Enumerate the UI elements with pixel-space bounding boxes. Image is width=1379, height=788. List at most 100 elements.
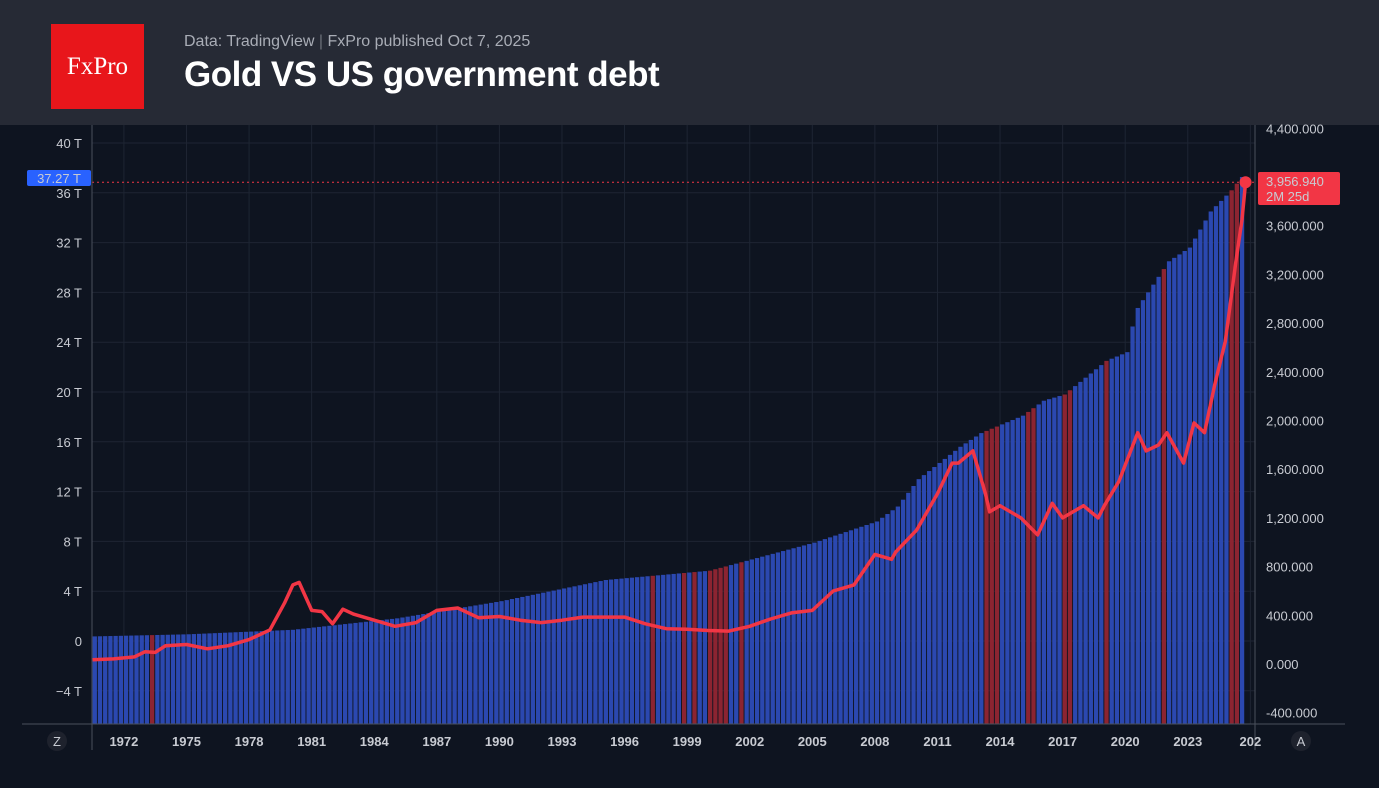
debt-bar — [97, 636, 103, 724]
debt-bar — [468, 606, 473, 724]
debt-bar — [191, 634, 197, 724]
left-axis-tick: −4 T — [56, 684, 82, 699]
debt-bar — [1192, 238, 1198, 724]
debt-bar — [859, 526, 864, 724]
left-axis-tick: 4 T — [63, 584, 82, 599]
debt-bar — [353, 622, 358, 724]
debt-bar — [937, 462, 942, 724]
debt-bar — [389, 618, 395, 724]
debt-bar — [603, 579, 608, 724]
debt-bar — [843, 532, 848, 724]
debt-bar — [1052, 397, 1057, 724]
debt-bar — [447, 609, 452, 724]
button-bg — [47, 731, 67, 751]
debt-bar — [1000, 424, 1005, 724]
debt-bar — [1041, 400, 1047, 724]
debt-bar — [400, 617, 405, 724]
debt-bar — [421, 614, 426, 724]
debt-bar — [650, 575, 655, 724]
debt-value-badge — [27, 170, 91, 186]
left-axis-tick: 28 T — [56, 285, 82, 300]
debt-bar — [207, 633, 212, 724]
debt-bar — [243, 631, 249, 724]
debt-bar — [384, 619, 389, 724]
debt-bar — [754, 558, 760, 724]
debt-bar — [426, 613, 431, 724]
debt-bar — [739, 562, 744, 724]
debt-bar — [515, 597, 520, 724]
debt-bar — [1062, 394, 1067, 724]
debt-bar — [734, 563, 739, 724]
auto-scale-z-button[interactable]: Z — [47, 731, 67, 751]
debt-bar — [1239, 176, 1245, 724]
debt-bar — [692, 572, 697, 724]
debt-bar — [254, 631, 259, 724]
debt-bar — [358, 622, 363, 724]
debt-bar — [233, 632, 238, 724]
debt-bar — [546, 591, 551, 724]
debt-bar — [775, 552, 781, 724]
debt-bar — [129, 635, 134, 724]
debt-bar — [483, 603, 489, 724]
debt-bar — [311, 627, 316, 724]
debt-bar — [1093, 369, 1099, 724]
debt-bar — [155, 634, 160, 724]
subtitle: Data: TradingView | FxPro published Oct … — [184, 33, 531, 50]
debt-bar — [452, 608, 457, 724]
debt-bar — [791, 548, 796, 724]
button-label: A — [1297, 734, 1306, 749]
debt-bar — [916, 479, 921, 724]
debt-bar — [817, 540, 822, 724]
x-axis-tick: 1987 — [422, 734, 451, 749]
debt-bar — [807, 544, 812, 724]
debt-bar — [885, 514, 890, 724]
x-axis-tick: 2008 — [860, 734, 889, 749]
debt-value-label: 37.27 T — [37, 171, 81, 186]
left-axis-tick: 12 T — [56, 485, 82, 500]
debt-bar — [395, 618, 400, 724]
debt-bar — [614, 579, 619, 724]
debt-bar — [1036, 404, 1041, 724]
debt-bar — [1031, 408, 1036, 724]
debt-bar — [1229, 190, 1234, 724]
debt-bar — [707, 570, 713, 724]
debt-bar — [1224, 195, 1229, 724]
auto-scale-a-button[interactable]: A — [1291, 731, 1311, 751]
debt-bar — [1109, 358, 1114, 724]
right-axis-tick: 1,200.000 — [1266, 511, 1324, 526]
debt-bar — [1005, 422, 1010, 724]
debt-bar — [149, 635, 155, 724]
debt-bar — [827, 537, 833, 724]
debt-bar — [1046, 399, 1052, 724]
x-axis-tick: 1993 — [548, 734, 577, 749]
debt-bar — [906, 492, 911, 724]
debt-bar — [134, 635, 139, 724]
x-axis-tick: 2023 — [1173, 734, 1202, 749]
debt-bar — [499, 601, 504, 724]
debt-bar — [687, 572, 692, 724]
debt-bar — [170, 634, 176, 724]
debt-bar — [165, 634, 170, 724]
debt-bar — [895, 506, 901, 724]
debt-bar — [348, 623, 353, 724]
debt-bar — [833, 535, 838, 724]
gold-line — [92, 182, 1248, 662]
debt-bar — [363, 621, 369, 724]
debt-bar — [1161, 269, 1167, 724]
debt-bar — [880, 517, 885, 724]
debt-bar — [634, 577, 640, 724]
gold-value-label: 3,956.940 — [1266, 174, 1324, 189]
debt-bar — [301, 628, 306, 724]
debt-bar — [442, 610, 447, 724]
gold-last-point — [1239, 176, 1252, 189]
debt-bar — [1130, 326, 1135, 724]
debt-bar — [822, 539, 828, 724]
debt-bar — [890, 510, 895, 724]
debt-bar — [259, 631, 264, 724]
left-axis-tick: 16 T — [56, 435, 82, 450]
debt-bar — [1166, 261, 1172, 724]
header: FxPro Data: TradingView | FxPro publishe… — [0, 0, 1379, 125]
debt-bar — [1088, 373, 1093, 724]
debt-bar — [1187, 247, 1193, 724]
